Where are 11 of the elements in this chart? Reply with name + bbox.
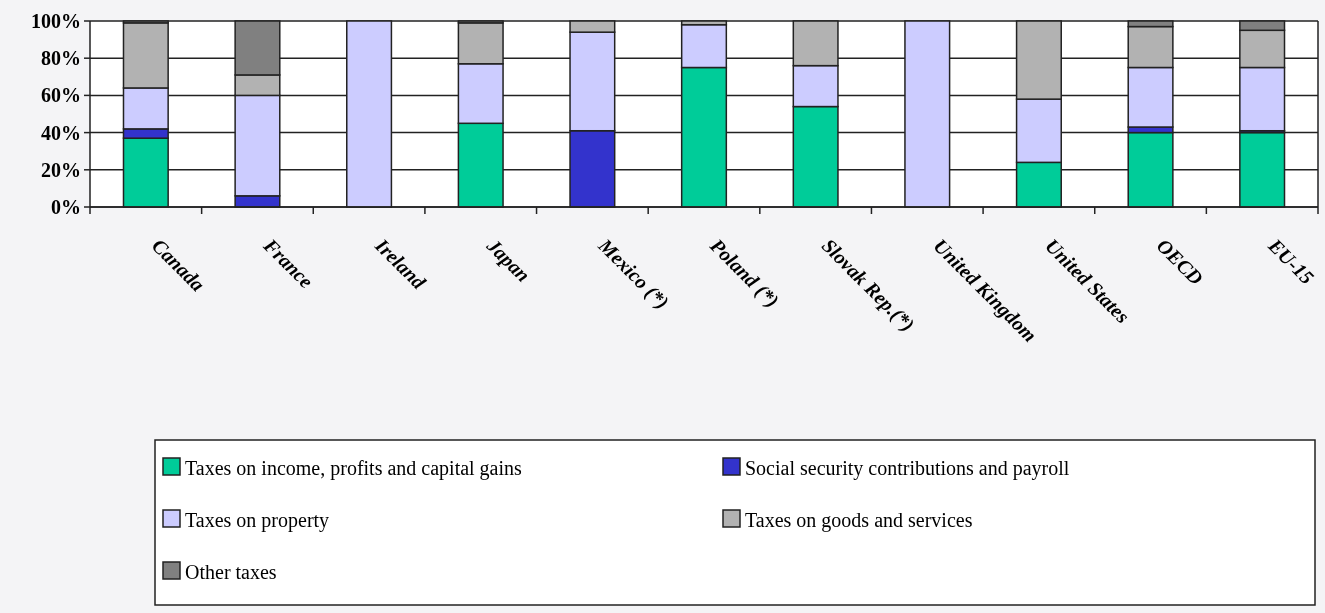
y-tick-label: 60% <box>41 84 81 107</box>
y-tick-label: 80% <box>41 47 81 70</box>
legend-label: Taxes on goods and services <box>745 509 973 532</box>
legend-label: Taxes on property <box>185 509 330 532</box>
y-tick-label: 100% <box>31 10 81 32</box>
y-tick-label: 40% <box>41 121 81 144</box>
y-tick-label: 20% <box>41 158 81 181</box>
legend-label: Taxes on income, profits and capital gains <box>185 457 523 480</box>
legend-label: Social security contributions and payroll <box>745 457 1070 480</box>
y-tick-label: 0% <box>51 196 81 218</box>
legend-label: Other taxes <box>185 561 277 583</box>
